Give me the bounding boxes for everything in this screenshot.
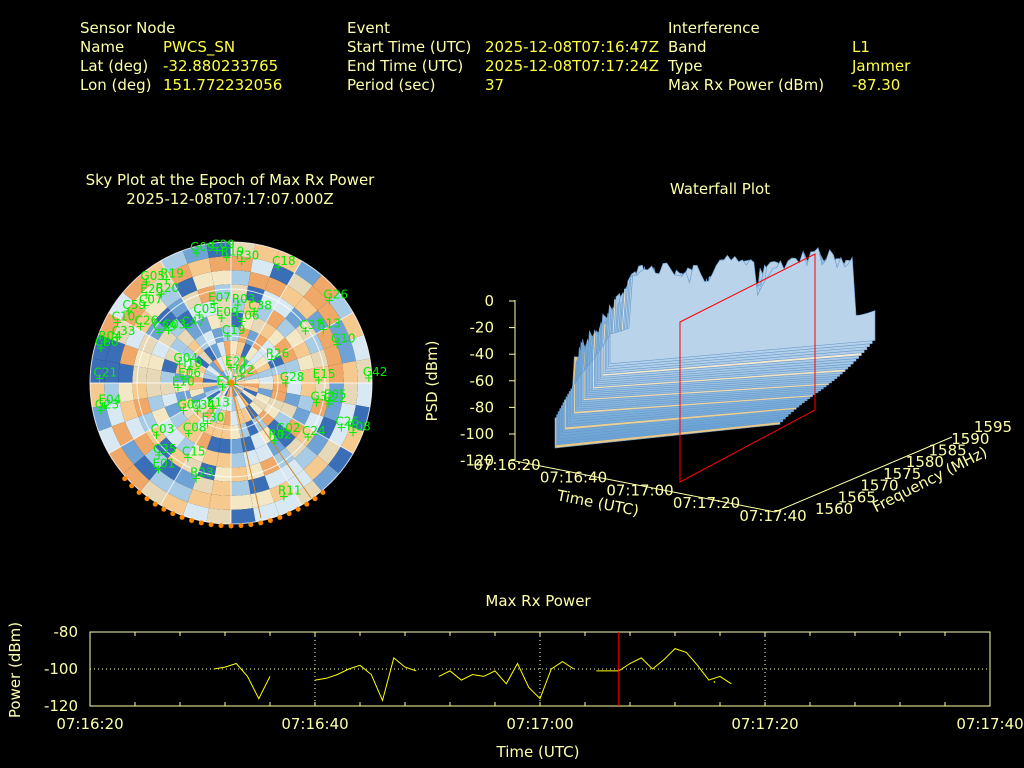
event-end-row: End Time (UTC) 2025-12-08T07:17:24Z bbox=[347, 57, 659, 76]
y-tick-label: -120 bbox=[44, 697, 78, 715]
interference-block: Interference Band L1 Type Jammer Max Rx Po… bbox=[668, 19, 910, 95]
z-tick-label: 0 bbox=[484, 292, 494, 310]
z-tick-label: -60 bbox=[470, 372, 495, 390]
waterfall-ridge bbox=[609, 247, 876, 365]
x-tick-label: 07:16:20 bbox=[56, 715, 123, 733]
time-axis-line bbox=[514, 460, 776, 513]
sky-plot-title-line2: 2025-12-08T07:17:07.000Z bbox=[126, 190, 334, 208]
freq-axis-line bbox=[774, 436, 953, 513]
field-value: 2025-12-08T07:16:47Z bbox=[485, 38, 659, 56]
z-tick-label: -40 bbox=[470, 345, 495, 363]
field-label: Lon (deg) bbox=[80, 76, 152, 94]
power-series-line bbox=[314, 657, 417, 703]
field-label: Start Time (UTC) bbox=[347, 38, 472, 56]
z-tick-label: -120 bbox=[460, 452, 494, 470]
interference-power-row: Max Rx Power (dBm) -87.30 bbox=[668, 76, 910, 95]
field-value: 2025-12-08T07:17:24Z bbox=[485, 57, 659, 75]
field-label: Period (sec) bbox=[347, 76, 436, 94]
time-tick-label: 07:16:20 bbox=[473, 456, 540, 474]
z-tick-label: -20 bbox=[470, 319, 495, 337]
freq-tick-label: 1595 bbox=[974, 418, 1012, 436]
z-tick-label: -80 bbox=[470, 398, 495, 416]
power-series-line bbox=[596, 648, 732, 685]
x-tick-label: 07:17:00 bbox=[506, 715, 573, 733]
field-value: 37 bbox=[485, 76, 505, 94]
x-tick-label: 07:16:40 bbox=[281, 715, 348, 733]
field-label: Max Rx Power (dBm) bbox=[668, 76, 825, 94]
freq-tick-label: 1590 bbox=[951, 430, 989, 448]
field-value: PWCS_SN bbox=[163, 38, 236, 56]
freq-tick-label: 1570 bbox=[860, 477, 898, 495]
x-tick-label: 07:17:20 bbox=[731, 715, 798, 733]
sensor-lon-row: Lon (deg) 151.772232056 bbox=[80, 76, 282, 95]
time-tick-label: 07:17:00 bbox=[606, 481, 673, 499]
sky-plot-title: Sky Plot at the Epoch of Max Rx Power 20… bbox=[60, 171, 400, 209]
sensor-lat-row: Lat (deg) -32.880233765 bbox=[80, 57, 282, 76]
field-value: L1 bbox=[852, 38, 870, 56]
z-tick-label: -100 bbox=[460, 425, 494, 443]
z-axis-label: PSD (dBm) bbox=[423, 340, 441, 421]
event-heading: Event bbox=[347, 19, 390, 37]
y-tick-label: -80 bbox=[54, 623, 79, 641]
event-start-row: Start Time (UTC) 2025-12-08T07:16:47Z bbox=[347, 38, 659, 57]
freq-tick-label: 1575 bbox=[883, 465, 921, 483]
freq-tick-label: 1585 bbox=[929, 442, 967, 460]
power-point bbox=[713, 681, 716, 683]
cursor-plane bbox=[679, 253, 816, 483]
x-tick-label: 07:17:40 bbox=[956, 715, 1023, 733]
power-series-line bbox=[213, 662, 271, 700]
y-axis-label: Power (dBm) bbox=[6, 622, 24, 718]
sensor-name-row: Name PWCS_SN bbox=[80, 38, 282, 57]
interference-heading: Interference bbox=[668, 19, 760, 37]
freq-tick-label: 1580 bbox=[906, 453, 944, 471]
interference-type-row: Type Jammer bbox=[668, 57, 910, 76]
power-series-line bbox=[438, 661, 575, 700]
freq-tick-label: 1560 bbox=[815, 500, 853, 518]
field-label: Name bbox=[80, 38, 125, 56]
y-tick-label: -100 bbox=[44, 660, 78, 678]
time-tick-label: 07:17:20 bbox=[673, 494, 740, 512]
power-chart-title: Max Rx Power bbox=[485, 592, 591, 610]
time-tick-label: 07:16:40 bbox=[540, 469, 607, 487]
field-label: Lat (deg) bbox=[80, 57, 149, 75]
sky-plot-title-line1: Sky Plot at the Epoch of Max Rx Power bbox=[85, 171, 375, 189]
field-label: Type bbox=[668, 57, 703, 75]
field-label: End Time (UTC) bbox=[347, 57, 464, 75]
field-value: -87.30 bbox=[852, 76, 901, 94]
x-axis-label: Time (UTC) bbox=[496, 743, 580, 761]
field-value: Jammer bbox=[852, 57, 911, 75]
field-value: -32.880233765 bbox=[163, 57, 279, 75]
field-value: 151.772232056 bbox=[163, 76, 283, 94]
sensor-node-block: Sensor Node Name PWCS_SN Lat (deg) -32.880… bbox=[80, 19, 282, 95]
field-label: Band bbox=[668, 38, 707, 56]
time-tick-label: 07:17:40 bbox=[739, 507, 806, 525]
waterfall-title: Waterfall Plot bbox=[669, 180, 771, 198]
sensor-node-heading: Sensor Node bbox=[80, 19, 176, 37]
event-block: Event Start Time (UTC) 2025-12-08T07:16:4… bbox=[347, 19, 659, 95]
interference-band-row: Band L1 bbox=[668, 38, 910, 57]
freq-tick-label: 1565 bbox=[838, 488, 876, 506]
event-period-row: Period (sec) 37 bbox=[347, 76, 659, 95]
